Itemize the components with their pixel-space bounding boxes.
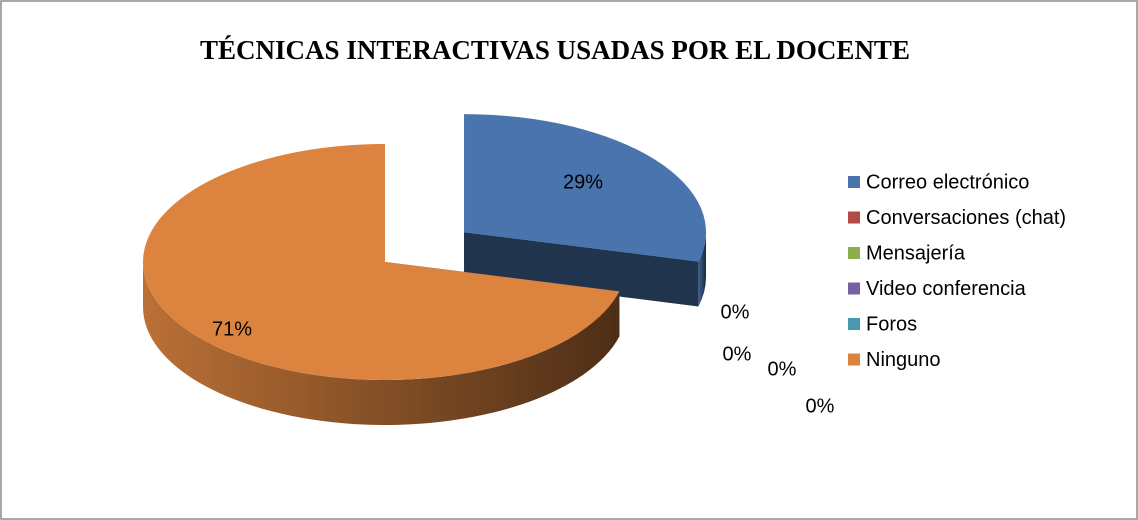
slice-wall	[698, 232, 707, 307]
slice-edge	[464, 232, 699, 307]
legend-label: Video conferencia	[866, 278, 1027, 300]
chart-title: TÉCNICAS INTERACTIVAS USADAS POR EL DOCE…	[200, 35, 910, 65]
legend-swatch	[848, 176, 860, 188]
pie-slice	[464, 114, 707, 262]
data-label: 0%	[723, 343, 752, 365]
legend-swatch	[848, 353, 860, 366]
legend-label: Mensajería	[866, 242, 966, 264]
data-label: 29%	[563, 171, 603, 193]
slices	[142, 114, 707, 380]
pie-slice	[142, 144, 620, 380]
legend-label: Correo electrónico	[866, 171, 1029, 193]
legend-label: Foros	[866, 313, 917, 335]
data-label: 0%	[806, 395, 835, 417]
data-label: 0%	[721, 301, 750, 323]
legend-swatch	[848, 318, 860, 330]
legend-label: Ninguno	[866, 349, 941, 371]
legend-swatch	[848, 282, 860, 295]
legend-swatch	[848, 247, 860, 259]
legend-swatch	[848, 211, 860, 224]
data-label: 0%	[768, 358, 797, 380]
slice-wall	[143, 262, 620, 425]
legend-label: Conversaciones (chat)	[866, 207, 1066, 229]
data-label: 71%	[212, 318, 252, 340]
